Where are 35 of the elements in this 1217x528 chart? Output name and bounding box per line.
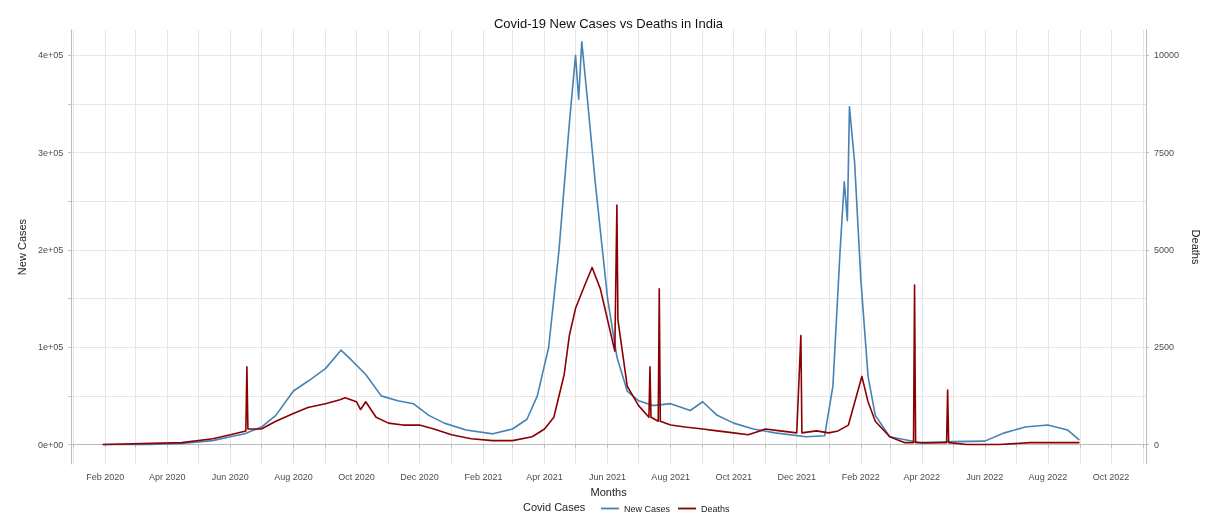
y-tick-label: 3e+05 [37, 147, 64, 158]
x-tick-label: Dec 2020 [400, 471, 439, 482]
y2-tick-label: 5000 [1154, 244, 1175, 255]
x-tick-label: Aug 2021 [651, 471, 690, 482]
y2-tick-label: 0 [1154, 439, 1160, 450]
legend-label: Deaths [701, 503, 731, 514]
x-tick-label: Feb 2021 [464, 471, 503, 482]
y-tick-label: 1e+05 [37, 342, 64, 353]
line-series [102, 204, 1080, 446]
legend-title: Covid Cases [523, 500, 586, 513]
x-tick-label: Oct 2021 [715, 471, 752, 482]
x-tick-label: Aug 2020 [274, 471, 313, 482]
y2-tick-label: 7500 [1154, 147, 1175, 158]
chart-title: Covid-19 New Cases vs Deaths in India [493, 16, 724, 31]
x-tick-label: Aug 2022 [1028, 471, 1068, 482]
y-tick-label: 4e+05 [37, 50, 64, 61]
x-tick-label: Feb 2020 [86, 471, 125, 482]
y-tick-label: 2e+05 [37, 244, 64, 255]
x-tick-label: Apr 2020 [149, 471, 186, 482]
x-tick-label: Apr 2022 [903, 471, 941, 482]
x-tick-label: Jun 2020 [211, 471, 249, 482]
y-tick-label: 0e+00 [37, 439, 64, 450]
y-axis-title: New Cases [15, 218, 28, 276]
x-tick-label: Jun 2021 [589, 471, 627, 482]
x-tick-label: Feb 2022 [841, 471, 880, 482]
y2-axis-title: Deaths [1189, 229, 1202, 265]
x-tick-label: Jun 2022 [966, 471, 1004, 482]
x-tick-label: Oct 2020 [338, 471, 375, 482]
y2-tick-label: 2500 [1154, 342, 1175, 353]
legend-label: New Cases [624, 503, 671, 514]
x-tick-label: Dec 2021 [777, 471, 816, 482]
x-axis-title: Months [590, 485, 628, 498]
y2-tick-label: 10000 [1154, 50, 1180, 61]
x-tick-label: Apr 2021 [526, 471, 563, 482]
x-tick-label: Oct 2022 [1092, 471, 1130, 482]
